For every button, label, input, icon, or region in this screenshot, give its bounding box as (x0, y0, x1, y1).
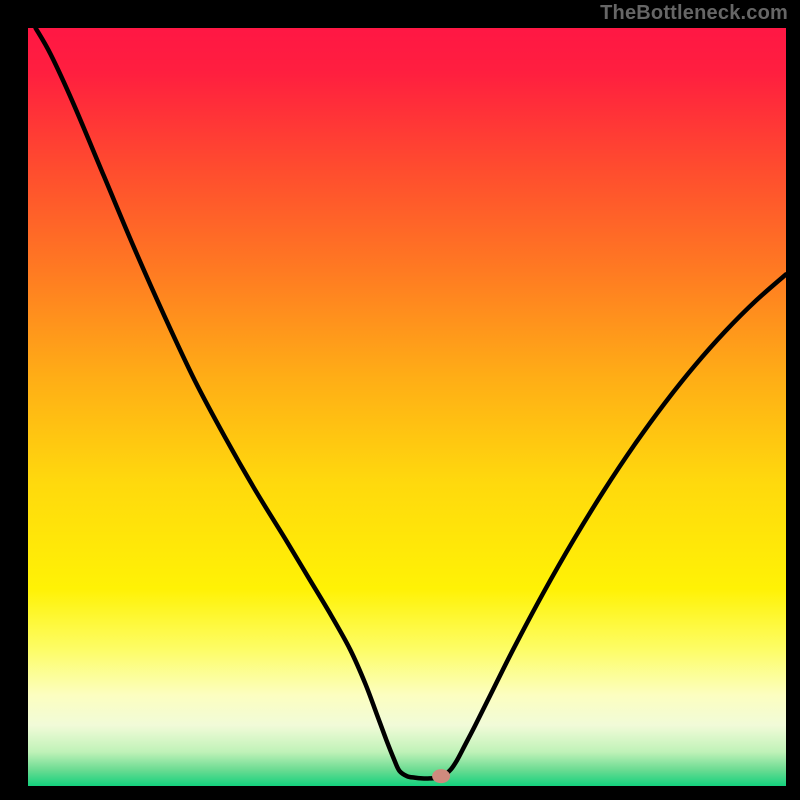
bottleneck-curve (36, 28, 786, 779)
chart-frame: TheBottleneck.com (0, 0, 800, 800)
curve-layer (28, 28, 786, 786)
plot-area (28, 28, 786, 786)
watermark-text: TheBottleneck.com (600, 2, 788, 25)
optimal-marker (432, 769, 450, 783)
